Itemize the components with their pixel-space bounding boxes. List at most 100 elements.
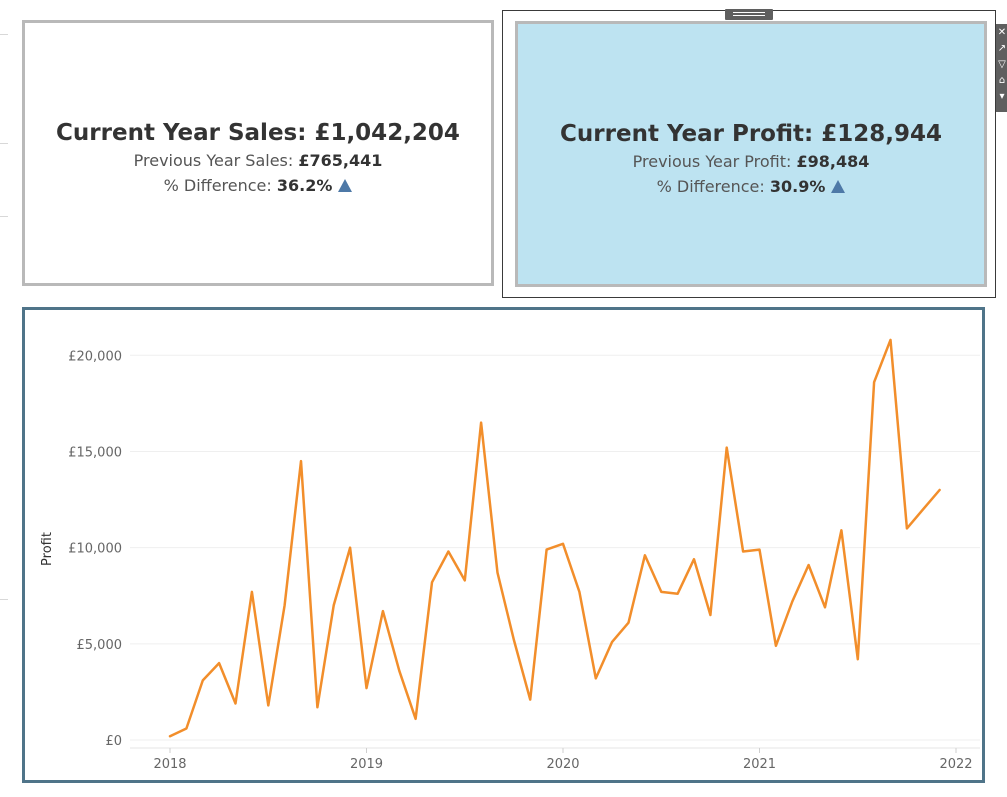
- profit-data-point[interactable]: [330, 601, 338, 609]
- x-tick-label: 2020: [546, 757, 579, 772]
- y-tick-label: £20,000: [68, 349, 122, 364]
- profit-data-point[interactable]: [543, 546, 551, 554]
- profit-data-point[interactable]: [166, 732, 174, 740]
- profit-data-point[interactable]: [625, 619, 633, 627]
- profit-data-point[interactable]: [788, 598, 796, 606]
- edge-divider: [0, 216, 8, 217]
- profit-data-point[interactable]: [215, 659, 223, 667]
- y-tick-label: £0: [105, 734, 122, 749]
- profit-data-point[interactable]: [936, 486, 944, 494]
- profit-data-point[interactable]: [592, 674, 600, 682]
- profit-data-point[interactable]: [854, 655, 862, 663]
- profit-kpi-card[interactable]: Current Year Profit: £128,944 Previous Y…: [515, 21, 987, 287]
- y-tick-label: £15,000: [68, 445, 122, 460]
- profit-data-point[interactable]: [870, 378, 878, 386]
- profit-data-point[interactable]: [346, 544, 354, 552]
- profit-data-point[interactable]: [444, 548, 452, 556]
- triangle-up-icon: [831, 180, 846, 193]
- sales-previous-line: Previous Year Sales: £765,441: [25, 148, 491, 173]
- profit-data-point[interactable]: [575, 588, 583, 596]
- series: [166, 336, 944, 740]
- x-tick-label: 2018: [153, 757, 186, 772]
- profit-data-point[interactable]: [494, 569, 502, 577]
- profit-data-point[interactable]: [608, 638, 616, 646]
- sales-difference-value: 36.2%: [276, 176, 333, 195]
- x-tick-label: 2021: [743, 757, 776, 772]
- profit-data-point[interactable]: [772, 642, 780, 650]
- edge-divider: [0, 599, 8, 600]
- triangle-up-icon: [338, 179, 353, 192]
- profit-data-point[interactable]: [756, 546, 764, 554]
- close-icon[interactable]: ✕: [997, 27, 1007, 38]
- y-tick-label: £10,000: [68, 542, 122, 557]
- sales-previous-label: Previous Year Sales:: [133, 151, 299, 170]
- profit-line-chart[interactable]: £0£5,000£10,000£15,000£20,000 2018 2019 20…: [25, 310, 982, 780]
- y-axis-title: Profit: [40, 532, 55, 566]
- profit-previous-label: Previous Year Profit:: [632, 152, 797, 171]
- profit-data-point[interactable]: [182, 725, 190, 733]
- profit-data-point[interactable]: [805, 561, 813, 569]
- profit-data-point[interactable]: [461, 576, 469, 584]
- profit-difference-label: % Difference:: [656, 177, 770, 196]
- sales-kpi-content: Current Year Sales: £1,042,204 Previous …: [25, 118, 491, 198]
- x-tick-label: 2022: [939, 757, 972, 772]
- sales-previous-value: £765,441: [298, 151, 383, 170]
- profit-data-point[interactable]: [526, 696, 534, 704]
- sales-difference-line: % Difference: 36.2%: [25, 173, 491, 198]
- profit-difference-value: 30.9%: [769, 177, 826, 196]
- profit-data-point[interactable]: [264, 701, 272, 709]
- profit-data-point[interactable]: [297, 457, 305, 465]
- filter-icon[interactable]: ▽: [998, 59, 1006, 70]
- profit-data-point[interactable]: [313, 703, 321, 711]
- profit-data-point[interactable]: [199, 676, 207, 684]
- profit-kpi-title: Current Year Profit: £128,944: [560, 121, 942, 147]
- sales-kpi-card[interactable]: Current Year Sales: £1,042,204 Previous …: [22, 20, 494, 286]
- profit-data-point[interactable]: [232, 700, 240, 708]
- profit-data-point[interactable]: [281, 601, 289, 609]
- sales-kpi-title: Current Year Sales: £1,042,204: [56, 120, 460, 146]
- profit-kpi-content: Current Year Profit: £128,944 Previous Y…: [518, 119, 984, 199]
- profit-data-point[interactable]: [641, 551, 649, 559]
- profit-data-point[interactable]: [887, 336, 895, 344]
- sales-difference-label: % Difference:: [163, 176, 277, 195]
- profit-data-point[interactable]: [837, 526, 845, 534]
- edge-divider: [0, 34, 8, 35]
- x-axis: 2018 2019 2020 2021 2022: [130, 747, 980, 772]
- pin-icon[interactable]: ⌂: [998, 75, 1006, 86]
- more-options-icon[interactable]: ▾: [999, 91, 1005, 102]
- profit-data-point[interactable]: [412, 715, 420, 723]
- profit-data-point[interactable]: [363, 684, 371, 692]
- profit-data-point[interactable]: [739, 548, 747, 556]
- object-toolbar: ✕ ↗ ▽ ⌂ ▾: [996, 24, 1007, 112]
- profit-data-point[interactable]: [559, 540, 567, 548]
- drag-handle[interactable]: [725, 9, 773, 20]
- profit-data-point[interactable]: [477, 419, 485, 427]
- profit-data-point[interactable]: [723, 444, 731, 452]
- profit-data-point[interactable]: [674, 590, 682, 598]
- profit-previous-line: Previous Year Profit: £98,484: [518, 149, 984, 174]
- profit-data-point[interactable]: [248, 588, 256, 596]
- profit-data-point[interactable]: [706, 611, 714, 619]
- y-axis: £0 £5,000 £10,000 £15,000 £20,000: [68, 349, 122, 749]
- profit-data-point[interactable]: [919, 505, 927, 513]
- profit-previous-value: £98,484: [796, 152, 870, 171]
- profit-data-point[interactable]: [395, 667, 403, 675]
- edge-divider: [0, 143, 8, 144]
- popout-icon[interactable]: ↗: [997, 43, 1007, 54]
- grip-line: [733, 15, 765, 16]
- y-tick-label: £5,000: [77, 638, 123, 653]
- profit-series-line[interactable]: [168, 338, 941, 738]
- profit-kpi-selection-frame[interactable]: Current Year Profit: £128,944 Previous Y…: [502, 10, 996, 298]
- profit-difference-line: % Difference: 30.9%: [518, 174, 984, 199]
- grip-line: [733, 12, 765, 13]
- profit-data-point[interactable]: [379, 607, 387, 615]
- profit-data-point[interactable]: [428, 578, 436, 586]
- profit-data-point[interactable]: [510, 636, 518, 644]
- profit-data-point[interactable]: [903, 524, 911, 532]
- x-tick-label: 2019: [350, 757, 383, 772]
- profit-data-point[interactable]: [657, 588, 665, 596]
- profit-data-point[interactable]: [690, 555, 698, 563]
- profit-data-point[interactable]: [821, 603, 829, 611]
- profit-chart-panel[interactable]: £0 £5,000 £10,000 £15,000 £20,000 2018 2019 20…: [22, 307, 985, 783]
